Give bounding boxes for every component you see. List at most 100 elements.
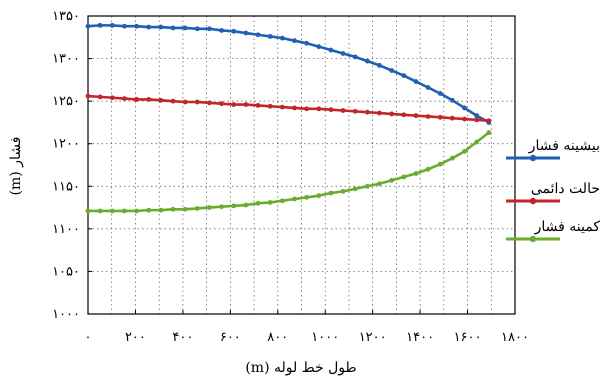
data-point xyxy=(328,47,334,53)
data-point xyxy=(304,194,310,200)
data-point xyxy=(316,44,322,50)
grid xyxy=(88,16,515,314)
data-point xyxy=(243,202,249,208)
data-point xyxy=(401,112,407,118)
data-point xyxy=(255,200,261,206)
data-point xyxy=(462,105,467,111)
data-point xyxy=(182,99,188,105)
data-point xyxy=(449,97,455,103)
legend-label: بیشینه فشار xyxy=(528,138,600,154)
data-point xyxy=(389,68,395,73)
data-point xyxy=(194,206,200,211)
legend-swatch-marker xyxy=(529,197,537,205)
data-point xyxy=(182,206,188,212)
data-point xyxy=(425,85,431,90)
data-point xyxy=(401,174,407,180)
legend-label: حالت دائمی xyxy=(531,181,600,197)
data-point xyxy=(255,32,261,38)
data-point xyxy=(194,26,200,32)
data-point xyxy=(316,106,322,112)
data-point xyxy=(292,38,297,44)
data-point xyxy=(352,54,358,60)
data-point xyxy=(158,24,164,30)
data-point xyxy=(134,97,139,102)
data-point xyxy=(97,22,103,28)
data-point xyxy=(389,111,395,117)
data-point xyxy=(170,98,176,104)
data-point xyxy=(243,102,249,107)
data-point xyxy=(109,95,115,101)
y-tick-label: ۱۳۰۰ xyxy=(52,52,80,67)
data-point xyxy=(316,193,322,199)
data-point xyxy=(364,58,370,64)
series-1 xyxy=(85,93,492,124)
data-point xyxy=(364,183,370,189)
data-point xyxy=(134,23,139,29)
data-point xyxy=(292,105,297,111)
data-point xyxy=(85,23,91,29)
x-tick-label: ۴۰۰ xyxy=(172,330,193,345)
x-tick-label: ۱۸۰۰ xyxy=(501,330,529,345)
data-point xyxy=(219,101,225,107)
x-axis-ticks: ۰ ۲۰۰ ۴۰۰ ۶۰۰ ۸۰۰ ۱۰۰۰ ۱۲۰۰ ۱۴۰۰ ۱۶۰۰ ۱۸۰۰ xyxy=(85,310,529,345)
data-point xyxy=(352,108,358,114)
y-axis-ticks: ۱۰۰۰ ۱۰۵۰ ۱۱۰۰ ۱۱۵۰ ۱۲۰۰ ۱۲۵۰ ۱۳۰۰ ۱۳۵۰ xyxy=(52,9,92,322)
data-point xyxy=(122,23,127,29)
data-point xyxy=(85,208,91,214)
y-tick-label: ۱۲۰۰ xyxy=(52,137,80,152)
data-point xyxy=(304,106,310,112)
data-point xyxy=(304,40,310,46)
x-tick-label: ۱۲۰۰ xyxy=(359,330,387,345)
data-point xyxy=(462,148,467,154)
series-layer xyxy=(85,22,492,214)
data-point xyxy=(486,130,492,136)
data-point xyxy=(109,208,115,214)
data-point xyxy=(158,207,164,213)
data-point xyxy=(146,207,152,213)
data-point xyxy=(364,109,370,115)
x-tick-label: ۰ xyxy=(85,330,92,345)
y-tick-label: ۱۰۰۰ xyxy=(52,307,80,322)
data-point xyxy=(267,34,273,39)
data-point xyxy=(401,73,407,78)
series-2 xyxy=(85,130,492,214)
data-point xyxy=(243,30,249,36)
data-point xyxy=(194,99,200,105)
series-line xyxy=(87,24,490,124)
x-tick-label: ۱۰۰۰ xyxy=(311,330,339,345)
data-point xyxy=(279,198,285,204)
data-point xyxy=(267,103,273,109)
data-point xyxy=(170,206,176,212)
data-point xyxy=(219,204,225,210)
data-point xyxy=(279,35,285,41)
data-point xyxy=(389,177,395,183)
data-point xyxy=(328,107,334,113)
data-point xyxy=(97,94,103,100)
data-point xyxy=(134,208,139,214)
data-point xyxy=(474,139,480,145)
data-point xyxy=(267,200,273,205)
legend: بیشینه فشار حالت دائمی کمینه فشار xyxy=(506,138,600,243)
data-point xyxy=(219,28,225,33)
data-point xyxy=(255,103,261,108)
data-point xyxy=(413,113,419,119)
y-tick-label: ۱۲۵۰ xyxy=(52,94,80,109)
data-point xyxy=(413,171,419,176)
y-tick-label: ۱۰۵۰ xyxy=(52,264,80,279)
data-point xyxy=(207,205,212,210)
series-line xyxy=(87,94,489,123)
data-point xyxy=(352,186,358,192)
data-point xyxy=(146,97,152,102)
data-point xyxy=(377,62,382,68)
data-point xyxy=(340,188,346,194)
data-point xyxy=(158,97,164,103)
data-point xyxy=(413,79,419,84)
data-point xyxy=(122,208,127,214)
x-tick-label: ۱۶۰۰ xyxy=(454,330,482,345)
data-point xyxy=(279,104,285,110)
data-point xyxy=(425,166,431,172)
x-tick-label: ۲۰۰ xyxy=(125,330,146,345)
data-point xyxy=(292,196,297,202)
y-tick-label: ۱۳۵۰ xyxy=(52,9,80,24)
